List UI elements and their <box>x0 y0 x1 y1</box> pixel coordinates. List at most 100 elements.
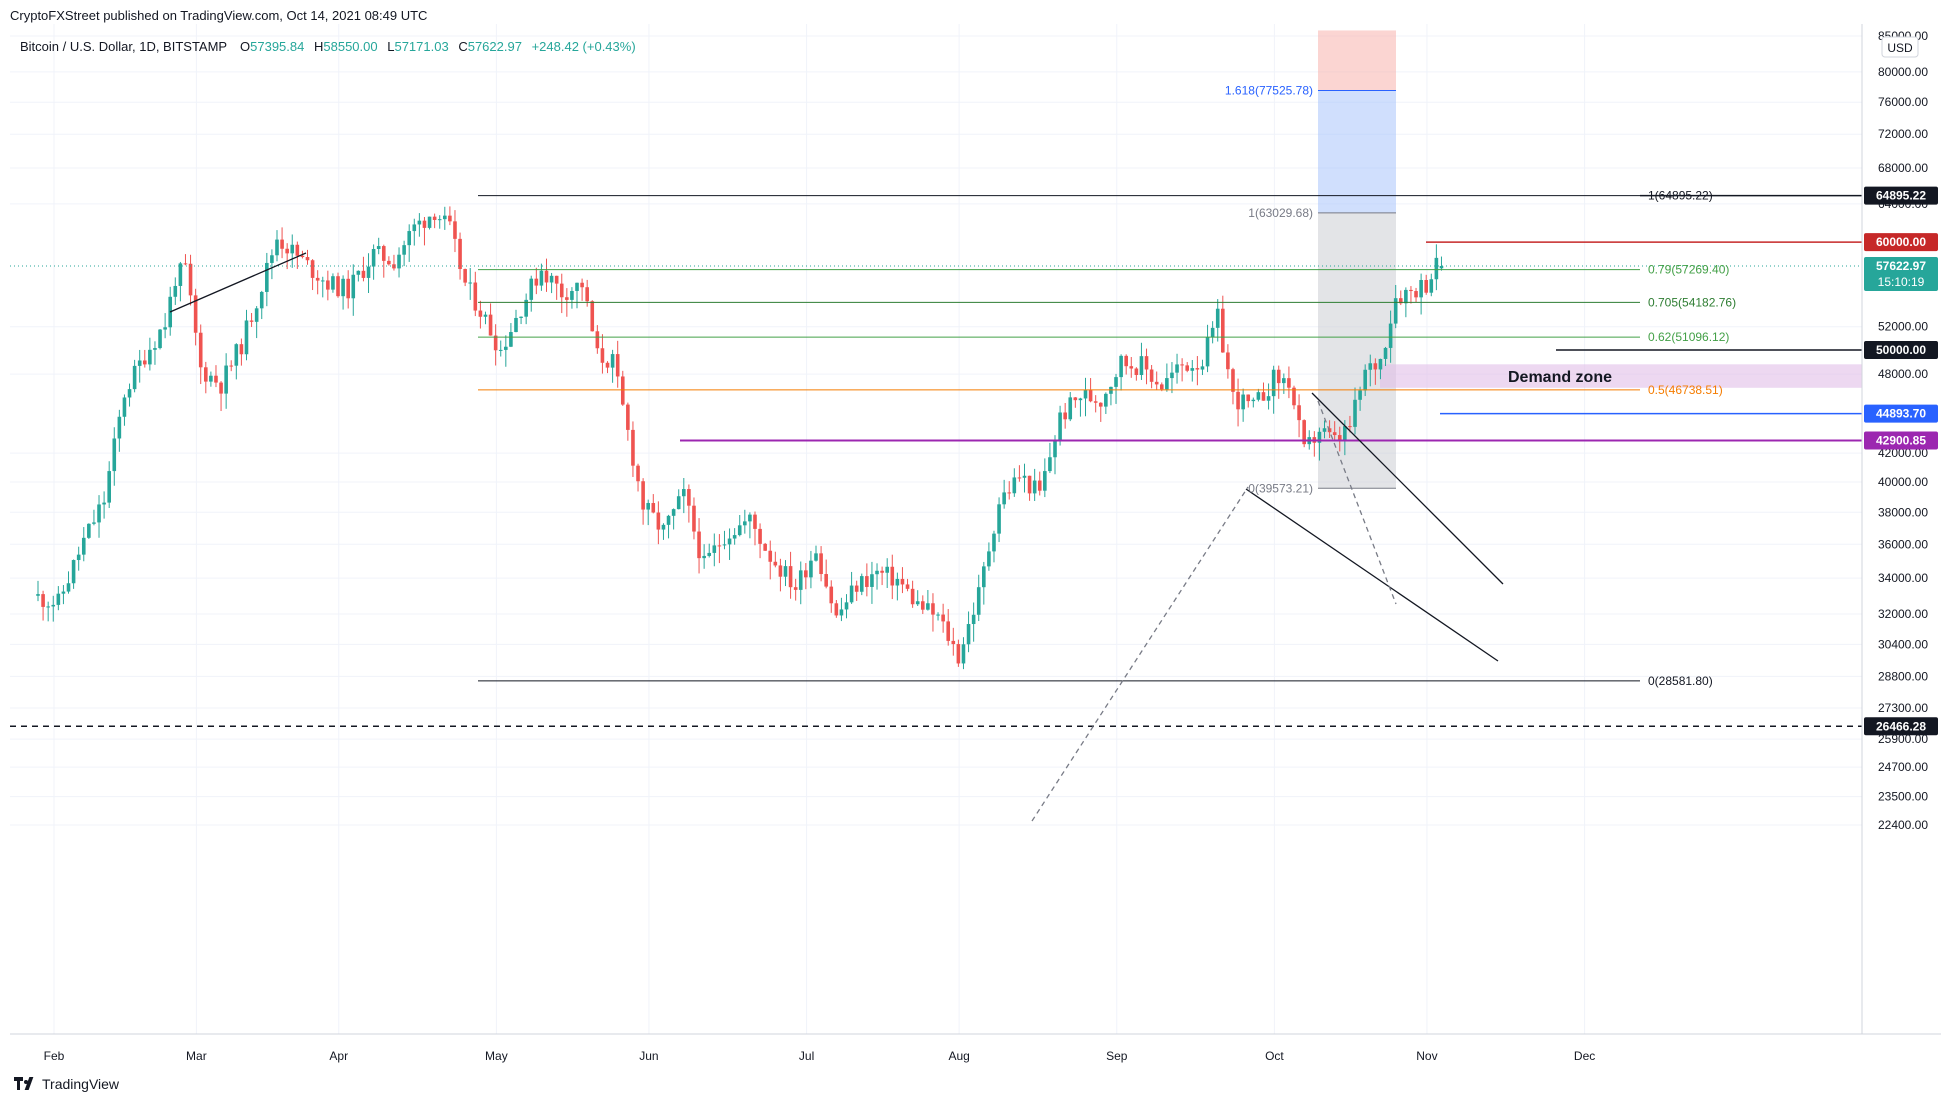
candle-body <box>346 278 350 299</box>
candle-body <box>671 509 676 516</box>
price-tick-label: 42000.00 <box>1878 446 1928 460</box>
candle-body <box>620 376 625 405</box>
candle-body <box>910 588 915 605</box>
candle-body <box>1200 366 1205 370</box>
candle-body <box>265 262 269 292</box>
candle-body <box>626 404 630 430</box>
candle-body <box>590 301 595 332</box>
price-tag-bg <box>1864 186 1938 205</box>
candle-body <box>646 503 650 510</box>
price-tick-label: 40000.00 <box>1878 475 1928 489</box>
open-value: 57395.84 <box>250 39 304 54</box>
fib-retracement-label: 0.705(54182.76) <box>1648 295 1736 309</box>
candle-body <box>829 586 834 604</box>
price-tag-bg <box>1864 340 1938 359</box>
candle-body <box>1246 394 1251 402</box>
candle-body <box>193 295 198 333</box>
candle-body <box>804 570 808 578</box>
price-tick-label: 22400.00 <box>1878 818 1928 832</box>
candle-body <box>748 514 752 522</box>
symbol-title: Bitcoin / U.S. Dollar, 1D, BITSTAMP <box>20 39 227 54</box>
fib-retracement-label: 0(28581.80) <box>1648 674 1713 688</box>
candle-body <box>1215 308 1220 328</box>
candle-body <box>336 276 340 297</box>
candle-body <box>1119 355 1123 378</box>
candle-body <box>417 220 422 225</box>
candle-body <box>681 489 686 497</box>
current-price-value: 57622.97 <box>1876 259 1926 273</box>
candle-body <box>758 528 762 544</box>
candle-body <box>1332 432 1337 436</box>
candle-body <box>1098 402 1103 407</box>
time-tick-label: Jul <box>799 1049 814 1063</box>
candle-body <box>407 231 412 246</box>
candle-body <box>478 310 483 317</box>
candle-body <box>1134 368 1139 376</box>
candle-body <box>1210 327 1215 338</box>
candle-body <box>36 594 40 596</box>
current-price-tag: 57622.97 15:10:19 <box>1864 256 1938 291</box>
price-tag: 26466.28 <box>1864 717 1938 736</box>
candle-body <box>519 316 523 318</box>
fib-retracement-label: 1(64895.22) <box>1648 189 1713 203</box>
price-tag-bg <box>1864 233 1938 252</box>
candle-body <box>1434 257 1439 280</box>
candle-body <box>81 537 86 555</box>
candle-body <box>1180 364 1184 366</box>
candle-body <box>1226 352 1230 370</box>
candle-body <box>600 348 605 363</box>
candle-body <box>676 496 681 510</box>
candle-body <box>270 255 274 263</box>
target-zone-red <box>1318 30 1396 91</box>
candle-body <box>71 560 76 584</box>
candle-body <box>854 585 859 592</box>
candle-body <box>798 570 803 590</box>
candle-body <box>982 566 986 588</box>
candle-body <box>1353 399 1357 427</box>
candle-body <box>1276 369 1281 384</box>
candle-body <box>1292 387 1296 406</box>
candle-body <box>1378 358 1383 370</box>
currency-button[interactable]: USD <box>1881 36 1919 58</box>
candle-body <box>987 551 991 567</box>
candle-body <box>1424 279 1429 293</box>
candle-body <box>422 220 427 228</box>
candle-body <box>1048 457 1052 472</box>
candle-body <box>727 538 732 545</box>
candle-body <box>549 275 554 283</box>
candle-body <box>473 282 478 311</box>
candle-body <box>819 553 823 575</box>
candle-body <box>483 314 488 317</box>
time-tick-label: Apr <box>329 1049 348 1063</box>
candle-body <box>341 278 345 297</box>
candle-body <box>153 348 157 350</box>
candle-body <box>1317 431 1322 443</box>
tradingview-brand[interactable]: TradingView <box>14 1076 119 1092</box>
price-tick-label: 48000.00 <box>1878 367 1928 381</box>
brand-label: TradingView <box>42 1076 120 1092</box>
candle-body <box>865 576 869 587</box>
candle-body <box>961 644 966 664</box>
candle-body <box>1322 428 1327 432</box>
candle-body <box>351 274 356 299</box>
fib-extension-label: 1(63029.68) <box>1248 206 1313 220</box>
price-tag: 42900.85 <box>1864 431 1938 450</box>
candle-body <box>1439 265 1444 269</box>
candle-body <box>1343 426 1347 440</box>
candle-body <box>1195 368 1200 370</box>
candle-body <box>885 566 889 573</box>
candle-body <box>1149 369 1154 382</box>
candle-body <box>397 254 401 269</box>
candle-body <box>356 270 361 275</box>
demand-zone-label: Demand zone <box>1508 369 1612 386</box>
candle-body <box>41 594 45 607</box>
candle-body <box>56 593 61 605</box>
candle-body <box>295 244 300 256</box>
candle-body <box>778 565 783 577</box>
candle-body <box>1261 392 1266 401</box>
candle-body <box>1109 386 1113 394</box>
candle-body <box>320 280 325 282</box>
candle-body <box>722 544 727 546</box>
candle-body <box>254 308 259 322</box>
